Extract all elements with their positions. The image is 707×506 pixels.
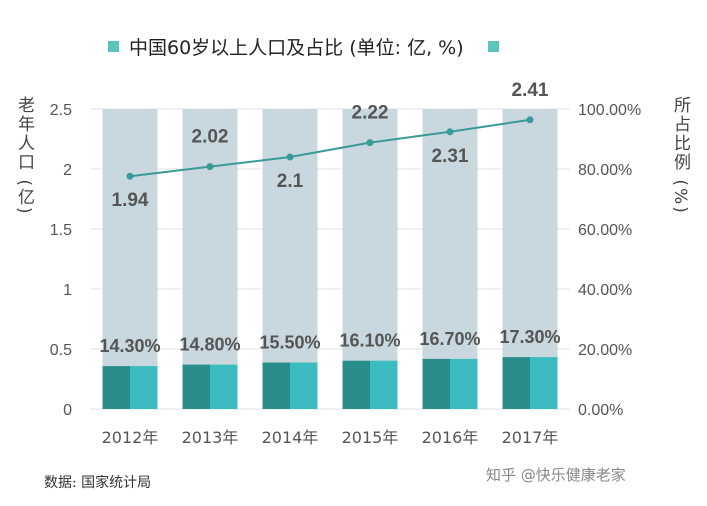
line-point — [366, 139, 374, 147]
bar-percent-dark — [182, 364, 210, 409]
bar-background — [342, 109, 398, 409]
x-tick-label: 2012年 — [102, 428, 159, 447]
y-tick-label-right: 80.00% — [578, 162, 632, 179]
bar-data-label: 17.30% — [499, 327, 560, 347]
y-axis-right-title: 所占比例 (%) — [670, 96, 690, 215]
bar-percent-light — [210, 364, 238, 409]
y-tick-label-left: 2 — [63, 162, 72, 179]
line-data-label: 2.02 — [192, 127, 229, 148]
x-tick-label: 2013年 — [182, 428, 239, 447]
line-point — [526, 116, 534, 124]
bar-data-label: 15.50% — [259, 333, 320, 353]
legend-title: 中国60岁以上人口及占比 (单位: 亿, %) — [129, 36, 464, 59]
y-tick-label-right: 0.00% — [578, 402, 623, 419]
bar-background — [102, 109, 158, 409]
y-tick-label-right: 60.00% — [578, 222, 632, 239]
bar-background — [182, 109, 238, 409]
bar-data-label: 14.30% — [99, 336, 160, 356]
watermark: 知乎 @快乐健康老家 — [486, 464, 626, 485]
bar-percent-dark — [262, 362, 290, 409]
x-tick-label: 2015年 — [342, 428, 399, 447]
bar-percent-dark — [502, 357, 530, 409]
x-tick-label: 2014年 — [262, 428, 319, 447]
bar-percent-light — [530, 357, 558, 409]
bar-data-label: 14.80% — [179, 335, 240, 355]
legend-swatch-right — [487, 40, 499, 52]
bar-percent-dark — [422, 358, 450, 409]
y-tick-label-left: 2.5 — [50, 102, 72, 119]
y-tick-label-left: 1.5 — [50, 222, 72, 239]
watermark-text: 知乎 @快乐健康老家 — [486, 466, 626, 484]
line-point — [286, 153, 294, 161]
x-tick-label: 2016年 — [422, 428, 479, 447]
line-data-label: 2.31 — [432, 146, 469, 167]
line-point — [446, 128, 454, 136]
bar-percent-light — [370, 360, 398, 409]
y-tick-label-right: 20.00% — [578, 342, 632, 359]
source-note: 数据: 国家统计局 — [44, 475, 152, 491]
bar-data-label: 16.10% — [339, 331, 400, 351]
line-series — [129, 118, 531, 178]
y-axis-left-title: 老年人口 (亿) — [14, 96, 34, 216]
x-tick-label: 2017年 — [502, 428, 559, 447]
y-tick-label-right: 100.00% — [578, 102, 641, 119]
line-data-label: 1.94 — [112, 190, 149, 211]
legend: 中国60岁以上人口及占比 (单位: 亿, %) — [108, 30, 499, 62]
line-point — [206, 163, 214, 171]
bar-data-label: 16.70% — [419, 329, 480, 349]
bar-percent-light — [290, 362, 318, 409]
line-point — [126, 172, 134, 180]
y-tick-label-left: 1 — [63, 282, 72, 299]
line-data-label: 2.1 — [277, 171, 304, 192]
legend-swatch-left — [108, 40, 119, 52]
bar-percent-light — [450, 358, 478, 409]
y-tick-label-right: 40.00% — [578, 282, 632, 299]
bar-percent-dark — [102, 366, 130, 409]
y-tick-label-left: 0 — [63, 402, 72, 419]
bar-percent-dark — [342, 360, 370, 409]
line-data-label: 2.41 — [512, 80, 549, 101]
bar-percent-light — [130, 366, 158, 409]
y-tick-label-left: 0.5 — [50, 342, 72, 359]
line-data-label: 2.22 — [352, 103, 389, 124]
